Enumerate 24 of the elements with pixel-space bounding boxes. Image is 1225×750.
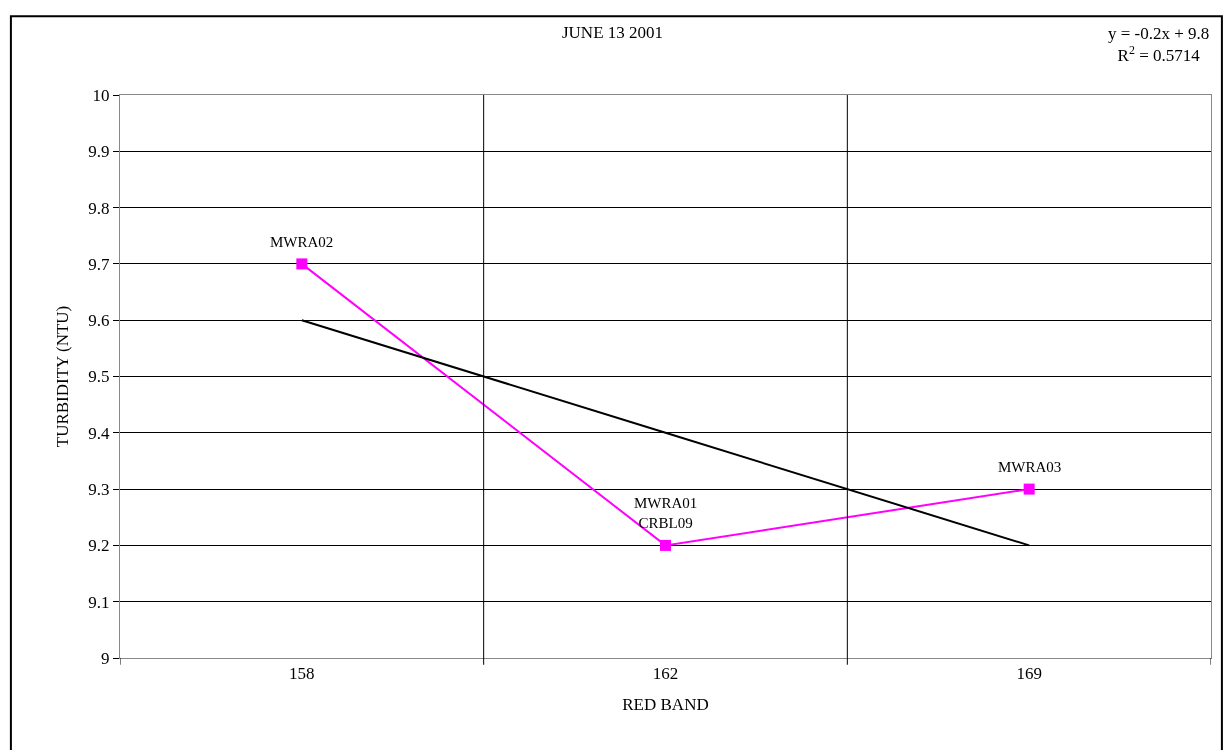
y-tick-label: 9.4 (88, 423, 111, 443)
y-tick-label: 9.6 (88, 311, 110, 331)
y-tick-label: 9.1 (88, 592, 110, 612)
text: y = -0.2x + 9.8 R$^{2}$ = 0.5714 (1108, 24, 1210, 66)
y-tick-label: 9.5 (88, 367, 110, 387)
chart-title: JUNE 13 2001 (561, 23, 664, 43)
y-axis-title: TURBIDITY (NTU) (52, 305, 72, 448)
annotation: MWRA01 CRBL09 (634, 495, 698, 531)
y-tick-label: 9.2 (88, 536, 110, 556)
y-tick-label: 9 (101, 648, 110, 668)
x-axis-title: RED BAND (622, 694, 709, 714)
annotation: MWRA02 (270, 234, 334, 250)
point (660, 539, 671, 551)
x-tick-label: 162 (652, 664, 679, 684)
y-tick-label: 10 (92, 85, 110, 105)
annotation: MWRA03 (998, 459, 1062, 475)
y-tick-label: 9.8 (88, 198, 110, 218)
point (296, 258, 308, 270)
y-tick-label: 9.9 (88, 142, 110, 162)
point (1023, 483, 1035, 495)
x-tick-label: 158 (289, 664, 315, 684)
y-tick-label: 9.3 (88, 480, 110, 500)
y-tick-label: 9.7 (88, 254, 111, 274)
x-tick-label: 169 (1016, 664, 1042, 684)
